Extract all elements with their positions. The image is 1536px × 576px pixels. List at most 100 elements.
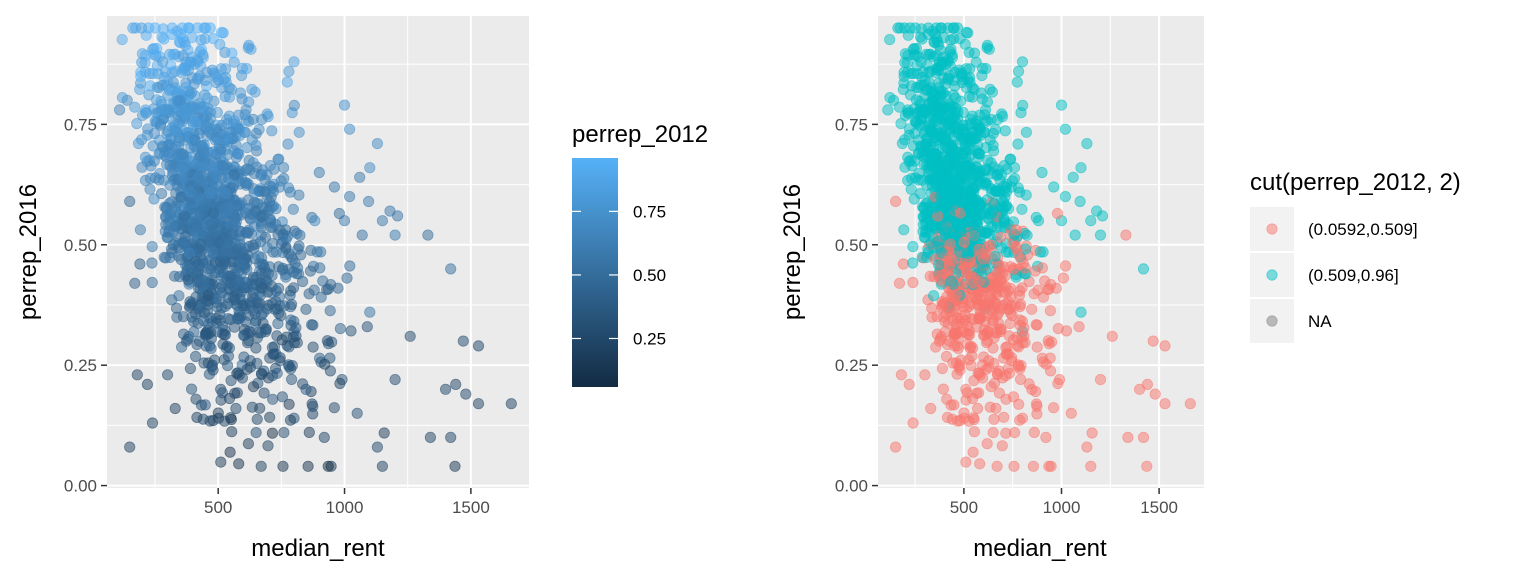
data-point (188, 226, 200, 238)
data-point (177, 50, 189, 62)
data-point (182, 274, 194, 286)
data-point (246, 83, 258, 95)
data-point (926, 126, 938, 138)
data-point (241, 142, 253, 154)
data-point (255, 460, 267, 472)
data-point (1029, 265, 1041, 277)
data-point (217, 160, 229, 172)
data-point (1000, 341, 1012, 354)
data-point (908, 193, 920, 205)
data-point (276, 391, 288, 403)
data-point (255, 221, 267, 233)
y-tick-label: 0.00 (64, 477, 97, 496)
data-point (144, 183, 156, 195)
data-point (1010, 224, 1022, 236)
data-point (203, 157, 215, 169)
data-point (361, 321, 373, 333)
data-point (223, 392, 236, 405)
data-point (195, 60, 207, 72)
data-point (324, 352, 336, 364)
data-point (204, 187, 216, 199)
data-point (259, 231, 271, 243)
data-point (1012, 65, 1025, 78)
data-point (285, 363, 297, 375)
data-point (328, 181, 340, 193)
colorbar-tick-label: 0.50 (633, 266, 666, 285)
x-axis-title-right: median_rent (973, 535, 1107, 562)
data-point (205, 219, 217, 231)
data-point (1050, 282, 1063, 294)
data-point (231, 147, 243, 159)
data-point (460, 388, 472, 400)
data-point (228, 169, 240, 181)
data-point (998, 411, 1010, 423)
data-point (936, 300, 948, 312)
data-point (980, 263, 992, 275)
data-point (146, 276, 158, 289)
data-point (131, 118, 143, 130)
data-point (326, 336, 338, 348)
data-point (994, 231, 1007, 243)
data-point (232, 275, 244, 287)
y-tick-label: 0.25 (64, 356, 97, 375)
data-point (1023, 378, 1035, 390)
data-point (908, 48, 920, 61)
data-point (266, 341, 278, 354)
data-point (148, 193, 160, 205)
data-point (163, 197, 175, 210)
data-point (1044, 352, 1056, 364)
data-point (939, 326, 951, 338)
data-point (941, 338, 954, 351)
data-point (938, 31, 950, 44)
data-point (197, 49, 209, 61)
data-point (226, 426, 238, 438)
data-point (981, 309, 993, 321)
data-point (1075, 306, 1087, 318)
data-point (139, 151, 152, 163)
data-point (205, 332, 217, 345)
data-point (1059, 123, 1072, 135)
data-point (199, 399, 211, 411)
data-point (238, 126, 251, 138)
data-point (1014, 414, 1026, 426)
data-point (1075, 162, 1087, 174)
data-point (954, 32, 966, 45)
data-point (1040, 431, 1052, 443)
data-point (1026, 303, 1038, 315)
data-point (992, 282, 1004, 294)
data-point (1057, 272, 1070, 284)
data-point (1037, 291, 1050, 303)
data-point (163, 84, 175, 96)
data-point (951, 187, 964, 199)
data-point (936, 362, 949, 375)
data-point (1067, 171, 1079, 183)
data-point (1060, 325, 1073, 337)
x-tick-label: 1500 (1140, 498, 1178, 517)
data-point (898, 224, 910, 236)
data-point (916, 33, 928, 45)
data-point (153, 82, 165, 94)
data-point (210, 312, 222, 324)
data-point (944, 60, 957, 72)
data-point (457, 335, 469, 347)
data-point (981, 438, 993, 450)
data-point (1159, 398, 1171, 410)
data-point (287, 203, 299, 215)
data-point (1036, 166, 1048, 179)
data-point (884, 33, 896, 46)
data-point (345, 325, 357, 337)
data-point (282, 138, 294, 150)
data-point (191, 338, 203, 351)
data-point (1094, 373, 1107, 386)
data-point (907, 276, 919, 289)
data-point (344, 260, 356, 272)
data-point (1081, 138, 1093, 150)
data-point (220, 72, 232, 84)
data-point (129, 277, 141, 289)
data-points (882, 22, 1196, 472)
data-point (943, 128, 955, 140)
data-point (166, 247, 178, 259)
data-point (288, 315, 300, 327)
data-point (116, 92, 129, 104)
data-point (917, 104, 929, 116)
